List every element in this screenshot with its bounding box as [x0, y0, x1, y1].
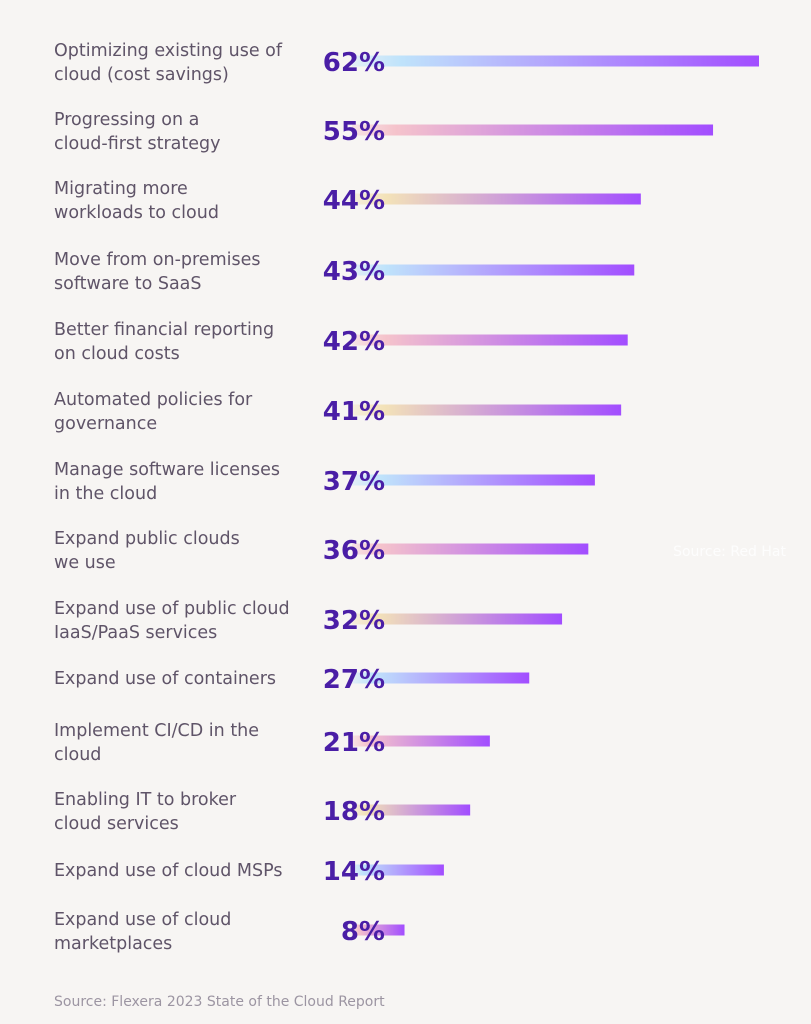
category-label: Move from on-premises software to SaaS	[54, 250, 261, 294]
category-label: Manage software licenses in the cloud	[54, 460, 280, 504]
category-label: Optimizing existing use of cloud (cost sa…	[54, 41, 283, 85]
category-label: Migrating more workloads to cloud	[54, 179, 219, 223]
bar	[352, 404, 622, 416]
bar	[352, 334, 628, 346]
category-label: Expand use of containers	[54, 669, 276, 689]
bar	[352, 124, 714, 136]
category-label: Expand use of public cloud IaaS/PaaS serv…	[54, 599, 290, 643]
category-label: Enabling IT to broker cloud services	[54, 790, 237, 834]
bar-value-label: 41%	[323, 397, 385, 427]
bar	[352, 804, 471, 816]
bar	[352, 474, 595, 486]
bar	[352, 864, 444, 876]
bar-value-label: 21%	[323, 728, 385, 758]
category-label: Expand use of cloud marketplaces	[54, 910, 231, 954]
bar-value-label: 55%	[323, 117, 385, 147]
bar-value-label: 32%	[323, 606, 385, 636]
bar-value-label: 42%	[323, 327, 385, 357]
category-label: Better financial reporting on cloud costs	[54, 320, 274, 364]
bar-value-label: 43%	[323, 257, 385, 287]
bar-value-label: 44%	[323, 186, 385, 216]
bar-value-label: 27%	[323, 665, 385, 695]
bar-value-label: 62%	[323, 48, 385, 78]
category-label: Expand public clouds we use	[54, 529, 240, 573]
bar-value-label: 18%	[323, 797, 385, 827]
source-note: Source: Flexera 2023 State of the Cloud …	[54, 994, 385, 1010]
bar	[352, 55, 759, 67]
bar	[352, 613, 563, 625]
bar	[352, 193, 641, 205]
category-label: Expand use of cloud MSPs	[54, 861, 283, 881]
bar	[352, 264, 635, 276]
category-label: Automated policies for governance	[54, 390, 253, 434]
category-label: Progressing on a cloud-first strategy	[54, 110, 220, 154]
bar	[352, 735, 490, 747]
bars-layer: 62% Optimizing existing use of cloud (cost…	[54, 41, 759, 954]
watermark-text: Source: Red Hat	[673, 544, 786, 560]
bar	[352, 672, 530, 684]
bar	[352, 924, 405, 936]
bar-value-label: 37%	[323, 467, 385, 497]
bar-value-label: 36%	[323, 536, 385, 566]
bar-value-label: 8%	[341, 917, 385, 947]
bar	[352, 543, 589, 555]
category-label: Implement CI/CD in the cloud	[54, 721, 259, 765]
bar-value-label: 14%	[323, 857, 385, 887]
